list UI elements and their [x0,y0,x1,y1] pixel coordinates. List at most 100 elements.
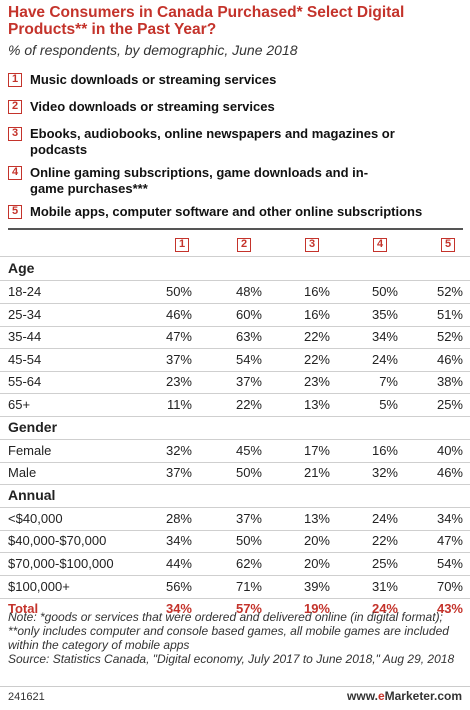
section-title: Annual [8,486,56,503]
value-cell: 39% [303,578,330,594]
legend-text: Mobile apps, computer software and other… [30,204,423,219]
legend-text: Ebooks, audiobooks, online newspapers an… [30,126,395,157]
source-text: Source: Statistics Canada, "Digital econ… [8,652,455,666]
legend-text: Online gaming subscriptions, game downlo… [30,165,369,196]
value-cell: 16% [371,442,398,458]
value-cell: 34% [165,601,192,617]
value-cell: 47% [436,533,463,549]
value-cell: 34% [165,533,192,549]
value-cell: 70% [436,578,463,594]
value-cell: 37% [165,465,192,481]
legend-number-box: 1 [8,73,22,87]
table-row: $70,000-$100,000 44% 62% 20% 25% 54% [0,553,470,576]
row-label: 35-44 [8,329,42,345]
value-cell: 22% [303,351,330,367]
value-cell: 50% [165,284,192,299]
value-cell: 46% [436,465,463,481]
value-cell: 24% [371,601,398,617]
value-cell: 50% [235,533,262,549]
value-cell: 71% [235,578,262,594]
value-cell: 23% [303,374,330,390]
section-header-row: Annual [0,485,470,508]
legend-number-box: 5 [8,205,22,219]
value-cell: 47% [165,329,192,345]
value-cell: 46% [165,306,192,322]
value-cell: 22% [371,533,398,549]
chart-title: Have Consumers in Canada Purchased* Sele… [8,4,405,38]
value-cell: 37% [235,510,262,526]
value-cell: 23% [165,374,192,390]
column-header-4: 4 [373,238,387,252]
value-cell: 43% [436,601,463,617]
value-cell: 52% [436,329,463,345]
row-label: $40,000-$70,000 [8,533,107,549]
value-cell: 37% [235,374,262,390]
table-row: 55-64 23% 37% 23% 7% 38% [0,371,470,395]
footer-divider [0,686,470,687]
table-row: $40,000-$70,000 34% 50% 20% 22% 47% [0,530,470,554]
value-cell: 11% [166,397,192,412]
total-row: Total 34% 57% 19% 24% 43% [0,598,470,620]
section-title: Gender [8,418,58,435]
value-cell: 17% [303,442,330,458]
table-row: 25-34 46% 60% 16% 35% 51% [0,304,470,327]
value-cell: 46% [436,351,463,367]
value-cell: 60% [235,306,262,322]
section-header-row: Age [0,258,470,281]
value-cell: 13% [303,510,330,526]
value-cell: 16% [303,284,330,299]
value-cell: 57% [235,601,262,617]
column-header-3: 3 [305,238,319,252]
value-cell: 16% [303,306,330,322]
value-cell: 20% [303,533,330,549]
value-cell: 5% [379,397,398,412]
legend-number-box: 4 [8,166,22,180]
value-cell: 25% [371,556,398,571]
value-cell: 44% [165,556,192,571]
column-header-2: 2 [237,238,251,252]
chart-subtitle: % of respondents, by demographic, June 2… [8,42,298,58]
table-row: 18-24 50% 48% 16% 50% 52% [0,281,470,304]
value-cell: 31% [371,578,398,594]
table-row: <$40,000 28% 37% 13% 24% 34% [0,508,470,531]
value-cell: 19% [303,601,330,617]
row-label: Female [8,442,52,458]
value-cell: 45% [235,442,262,458]
row-label: 45-54 [8,351,42,367]
row-label: <$40,000 [8,510,63,526]
value-cell: 50% [371,284,398,299]
value-cell: 22% [303,329,330,345]
column-header-5: 5 [441,238,455,252]
value-cell: 54% [436,556,463,571]
row-label: Total [8,601,39,617]
table-row: 45-54 37% 54% 22% 24% 46% [0,349,470,372]
chart-id: 241621 [8,691,45,703]
value-cell: 28% [165,510,192,526]
legend-text: Music downloads or streaming services [30,72,277,87]
value-cell: 35% [371,306,398,322]
value-cell: 32% [165,442,192,458]
row-label: 18-24 [8,284,42,299]
value-cell: 54% [235,351,262,367]
value-cell: 25% [436,397,463,412]
value-cell: 51% [436,306,463,322]
section-header-row: Gender [0,417,470,440]
section-title: Age [8,260,35,276]
value-cell: 21% [303,465,330,481]
value-cell: 7% [379,374,398,390]
row-label: Male [8,465,37,481]
value-cell: 48% [235,284,262,299]
value-cell: 37% [165,351,192,367]
value-cell: 34% [436,510,463,526]
value-cell: 50% [235,465,262,481]
value-cell: 56% [165,578,192,594]
value-cell: 38% [436,374,463,390]
brand-logo: www.eMarketer.com [347,689,462,703]
value-cell: 63% [235,329,262,345]
table-top-rule [8,228,463,230]
value-cell: 32% [371,465,398,481]
value-cell: 62% [235,556,262,571]
value-cell: 24% [371,351,398,367]
row-label: $70,000-$100,000 [8,556,114,571]
legend-number-box: 3 [8,127,22,141]
